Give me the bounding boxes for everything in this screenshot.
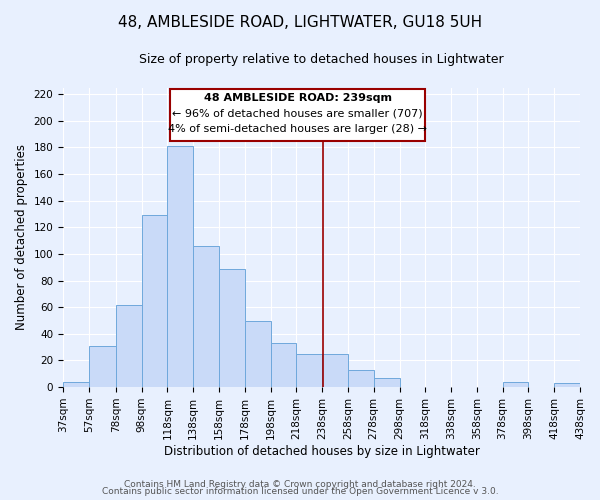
Text: 48, AMBLESIDE ROAD, LIGHTWATER, GU18 5UH: 48, AMBLESIDE ROAD, LIGHTWATER, GU18 5UH (118, 15, 482, 30)
Text: Contains HM Land Registry data © Crown copyright and database right 2024.: Contains HM Land Registry data © Crown c… (124, 480, 476, 489)
Bar (167, 146, 193, 387)
Bar (348, 370, 374, 387)
Bar (142, 216, 167, 387)
Text: ← 96% of detached houses are smaller (707): ← 96% of detached houses are smaller (70… (172, 108, 423, 118)
Bar (219, 268, 245, 387)
Bar (245, 320, 271, 387)
Bar (374, 378, 400, 387)
Text: 48 AMBLESIDE ROAD: 239sqm: 48 AMBLESIDE ROAD: 239sqm (203, 93, 392, 103)
Bar (503, 382, 529, 387)
Bar (271, 343, 296, 387)
Title: Size of property relative to detached houses in Lightwater: Size of property relative to detached ho… (139, 52, 504, 66)
Bar (89, 346, 116, 387)
Text: Contains public sector information licensed under the Open Government Licence v : Contains public sector information licen… (101, 488, 499, 496)
Bar (193, 246, 219, 387)
Bar (322, 354, 348, 387)
FancyBboxPatch shape (170, 89, 425, 141)
Y-axis label: Number of detached properties: Number of detached properties (15, 144, 28, 330)
Bar (116, 304, 142, 387)
Bar (63, 382, 89, 387)
Text: 4% of semi-detached houses are larger (28) →: 4% of semi-detached houses are larger (2… (168, 124, 427, 134)
Bar (554, 383, 580, 387)
X-axis label: Distribution of detached houses by size in Lightwater: Distribution of detached houses by size … (164, 444, 479, 458)
Bar (296, 354, 322, 387)
